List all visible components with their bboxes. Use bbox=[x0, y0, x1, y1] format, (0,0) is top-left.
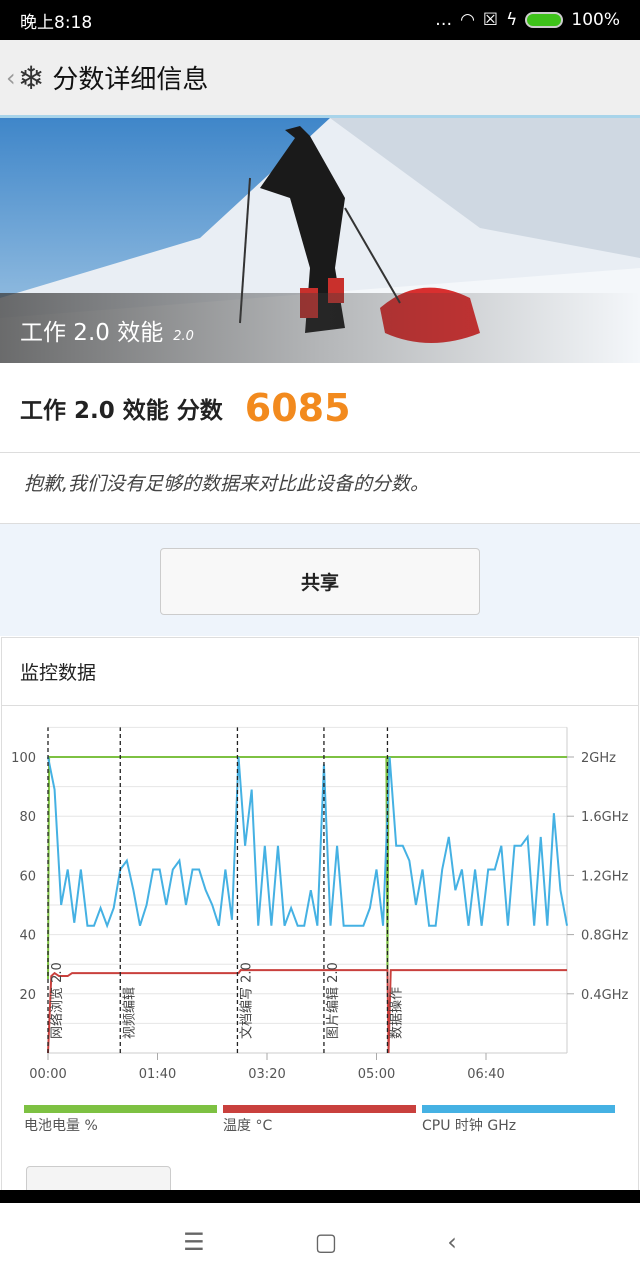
marker-label: 数据操作 bbox=[388, 987, 404, 1039]
x-tick-label: 05:00 bbox=[358, 1067, 395, 1082]
x-tick-label: 06:40 bbox=[467, 1067, 504, 1082]
share-area: 共享 bbox=[0, 524, 640, 636]
y-right-tick-label: 0.4GHz bbox=[581, 988, 629, 1003]
legend-swatch bbox=[422, 1105, 615, 1113]
battery-icon bbox=[525, 12, 564, 28]
legend-label: 电池电量 % bbox=[24, 1118, 98, 1134]
divider bbox=[0, 1190, 640, 1203]
more-dots-icon: … bbox=[435, 10, 453, 30]
y-right-tick-label: 1.6GHz bbox=[581, 810, 629, 825]
marker-label: 文档编写 2.0 bbox=[239, 962, 254, 1039]
marker-label: 网络浏览 2.0 bbox=[49, 962, 65, 1039]
y-tick-label: 80 bbox=[19, 810, 36, 825]
y-tick-label: 60 bbox=[19, 869, 36, 884]
chart-legend: 电池电量 % 温度 °C CPU 时钟 GHz bbox=[24, 1105, 615, 1135]
status-bar: 晚上8:18 … ◠ ☒ ϟ 100% bbox=[0, 0, 640, 40]
menu-icon[interactable]: ☰ bbox=[183, 1227, 205, 1256]
comparison-message: 抱歉,我们没有足够的数据来对比此设备的分数。 bbox=[0, 453, 640, 524]
series-line bbox=[47, 969, 568, 1054]
x-tick-label: 03:20 bbox=[248, 1067, 285, 1082]
legend-item: 电池电量 % bbox=[24, 1105, 217, 1135]
y-tick-label: 100 bbox=[11, 751, 36, 766]
legend-item: CPU 时钟 GHz bbox=[422, 1105, 615, 1135]
hero-title: 工作 2.0 效能 2.0 bbox=[0, 293, 640, 363]
score-label: 工作 2.0 效能 分数 bbox=[20, 397, 223, 424]
legend-swatch bbox=[223, 1105, 416, 1113]
y-right-tick-label: 1.2GHz bbox=[581, 869, 629, 884]
score-row: 工作 2.0 效能 分数 6085 bbox=[0, 363, 640, 453]
snowflake-icon: ❄ bbox=[17, 58, 45, 97]
series-line bbox=[47, 756, 568, 980]
legend-item: 温度 °C bbox=[223, 1105, 416, 1135]
legend-swatch bbox=[24, 1105, 217, 1113]
page-title: 分数详细信息 bbox=[52, 65, 209, 95]
legend-label: CPU 时钟 GHz bbox=[422, 1118, 517, 1134]
wifi-icon: ◠ bbox=[460, 10, 475, 30]
score-value: 6085 bbox=[244, 385, 351, 430]
marker-label: 视频编辑 bbox=[122, 987, 137, 1039]
x-tick-label: 00:00 bbox=[29, 1067, 66, 1082]
battery-percent: 100% bbox=[571, 10, 620, 30]
sim-none-icon: ☒ bbox=[482, 10, 499, 30]
back-nav-icon[interactable]: ‹ bbox=[447, 1227, 457, 1256]
y-tick-label: 40 bbox=[19, 929, 36, 944]
app-header: ‹ ❄ 分数详细信息 bbox=[0, 40, 640, 118]
y-tick-label: 20 bbox=[19, 988, 36, 1003]
marker-label: 图片编辑 2.0 bbox=[326, 962, 341, 1039]
legend-label: 温度 °C bbox=[223, 1118, 273, 1134]
back-icon[interactable]: ‹ bbox=[6, 63, 16, 92]
monitor-chart: 20 40 60 80 100 0.4GHz 0.8GHz 1.2GHz 1.6GHz 2GHz 0… bbox=[11, 726, 629, 1082]
series-line bbox=[47, 756, 569, 929]
x-tick-label: 01:40 bbox=[139, 1067, 176, 1082]
share-button[interactable]: 共享 bbox=[160, 548, 480, 615]
home-icon[interactable]: ▢ bbox=[314, 1227, 338, 1256]
hero-image: 工作 2.0 效能 2.0 bbox=[0, 118, 640, 363]
monitor-title: 监控数据 bbox=[2, 638, 638, 706]
monitor-card: 监控数据 20 40 60 80 100 0.4GHz 0.8GHz 1.2GHz 1.6GHz… bbox=[1, 637, 639, 1206]
status-time: 晚上8:18 bbox=[20, 12, 93, 33]
charging-icon: ϟ bbox=[506, 10, 518, 30]
navigation-bar: ☰ ▢ ‹ bbox=[0, 1203, 640, 1280]
y-right-tick-label: 0.8GHz bbox=[581, 929, 629, 944]
y-right-tick-label: 2GHz bbox=[581, 751, 616, 766]
